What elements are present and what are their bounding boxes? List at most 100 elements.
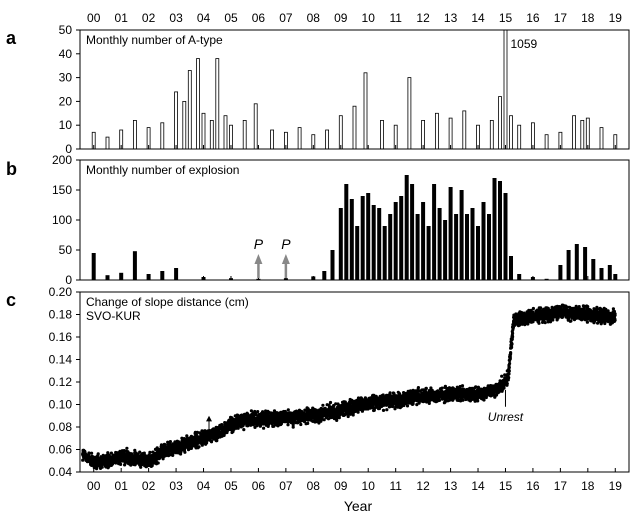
slope-distance-point (551, 318, 555, 322)
a-type-bar (105, 136, 110, 150)
slope-distance-point (507, 372, 511, 376)
p-arrow-head (254, 254, 263, 264)
y-tick-label: 200 (52, 153, 72, 167)
y-tick-label: 50 (59, 23, 73, 37)
slope-distance-point (505, 382, 509, 386)
a-type-bar (182, 101, 187, 150)
a-type-bar (498, 96, 502, 150)
slope-distance-point (125, 446, 129, 450)
explosion-bar (322, 271, 327, 280)
slope-distance-point (510, 345, 514, 349)
panel-c: c 0.040.060.080.100.120.140.160.180.20 0… (6, 285, 630, 514)
slope-distance-point (249, 409, 253, 413)
slope-distance-point (198, 431, 202, 435)
explosion-bar (443, 220, 448, 280)
slope-distance-point (183, 450, 187, 454)
top-year-label: 03 (169, 11, 183, 25)
slope-distance-point (586, 305, 590, 309)
slope-distance-point (246, 412, 250, 416)
p-label: P (254, 236, 264, 252)
explosion-bar (607, 265, 612, 280)
a-type-bar (187, 70, 192, 150)
explosion-bar (366, 193, 371, 280)
slope-distance-point (222, 433, 226, 437)
explosion-bar (599, 268, 604, 280)
slope-distance-point (291, 423, 295, 427)
slope-distance-point (510, 331, 515, 335)
slope-distance-point (119, 462, 123, 466)
slope-distance-point (543, 321, 547, 325)
slope-distance-point (539, 306, 543, 310)
slope-distance-point (151, 450, 155, 454)
a-type-bar (380, 120, 384, 150)
top-year-label: 08 (307, 11, 321, 25)
explosion-bar (476, 226, 480, 280)
y-tick-label: 0 (65, 273, 72, 287)
top-year-label: 05 (224, 11, 238, 25)
explosion-bar (566, 250, 571, 280)
a-type-bar (209, 120, 214, 150)
explosion-bar (448, 187, 453, 280)
a-type-bar (448, 117, 453, 150)
slope-distance-point (460, 384, 465, 388)
slope-distance-point (595, 305, 599, 309)
explosion-bar (404, 175, 409, 280)
slope-distance-point (511, 326, 515, 330)
panel-a-bars (91, 29, 618, 150)
explosion-bar (544, 278, 549, 280)
slope-distance-point (220, 423, 224, 427)
panel-a-x-ticks (93, 145, 616, 149)
slope-distance-point (254, 412, 258, 416)
slope-distance-point (346, 414, 350, 419)
slope-distance-point (197, 445, 201, 449)
slope-distance-point (500, 374, 504, 378)
slope-distance-point (526, 322, 530, 326)
slope-distance-point (503, 373, 507, 377)
explosion-bar (558, 265, 563, 280)
slope-distance-point (569, 319, 573, 323)
slope-distance-point (322, 418, 326, 422)
y-tick-label: 30 (59, 71, 73, 85)
slope-distance-point (443, 384, 447, 388)
panel-a-letter: a (6, 28, 17, 48)
a-type-bar (253, 103, 258, 150)
explosion-bar (432, 184, 437, 280)
slope-distance-point (286, 408, 290, 412)
explosion-bar (371, 205, 376, 280)
p-label: P (281, 236, 291, 252)
slope-distance-point (416, 386, 420, 390)
slope-distance-point (388, 391, 392, 395)
slope-distance-point (96, 452, 100, 456)
top-year-label: 18 (581, 11, 595, 25)
slope-distance-point (205, 441, 209, 445)
slope-distance-point (424, 386, 428, 390)
y-tick-label: 40 (59, 47, 73, 61)
panel-c-points (81, 303, 617, 471)
explosion-bar (509, 256, 513, 280)
explosion-bar (338, 208, 343, 280)
slope-distance-point (299, 422, 303, 427)
slope-distance-point (502, 386, 506, 390)
slope-distance-point (508, 361, 512, 366)
slope-distance-point (142, 451, 146, 455)
slope-distance-point (337, 416, 341, 420)
explosion-bar (132, 251, 137, 280)
slope-distance-point (159, 443, 164, 447)
y-tick-label: 150 (52, 183, 72, 197)
slope-distance-point (156, 461, 160, 465)
top-year-label: 01 (115, 11, 129, 25)
slope-distance-point (106, 451, 110, 455)
explosion-bar (583, 247, 588, 280)
panel-a-title: Monthly number of A-type (86, 33, 223, 47)
top-year-label: 04 (197, 11, 211, 25)
panel-c-letter: c (6, 290, 16, 310)
explosion-bar (410, 184, 415, 280)
a-type-bar (544, 134, 549, 150)
panel-b-title: Monthly number of explosion (86, 163, 239, 177)
slope-distance-point (556, 316, 560, 320)
explosion-bar (415, 214, 420, 280)
slope-distance-point (510, 335, 515, 339)
